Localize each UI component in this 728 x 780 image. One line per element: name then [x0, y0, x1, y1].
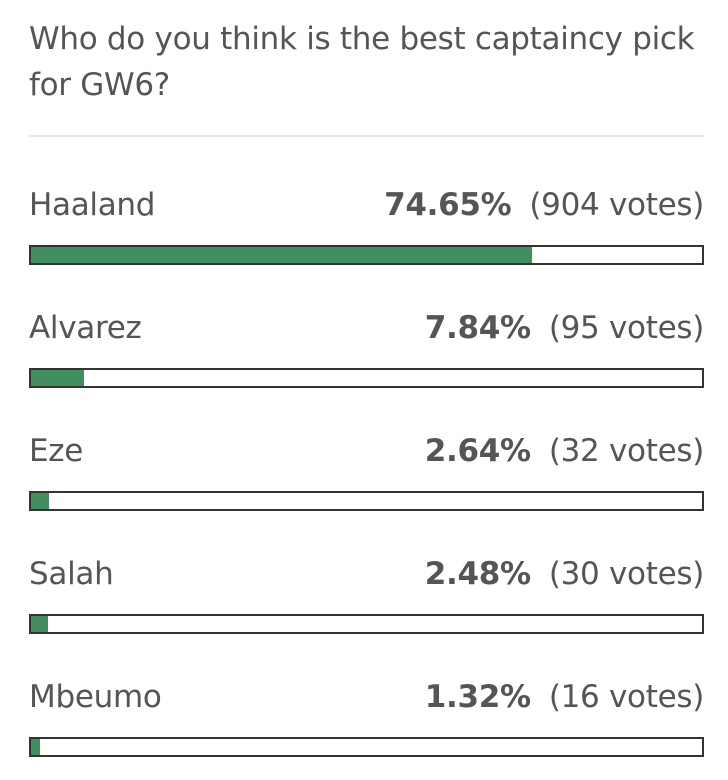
option-name: Eze: [29, 433, 84, 469]
poll-option-alvarez: Alvarez 7.84% (95 votes): [29, 308, 704, 408]
option-stats: 2.48% (30 votes): [424, 554, 705, 594]
option-votes: (16 votes): [548, 679, 704, 715]
option-percent: 2.48%: [424, 556, 531, 592]
poll-option-eze: Eze 2.64% (32 votes): [29, 431, 704, 531]
result-bar: [29, 491, 704, 511]
option-name: Alvarez: [29, 310, 142, 346]
poll-option-salah: Salah 2.48% (30 votes): [29, 554, 704, 654]
result-bar-fill: [31, 247, 532, 263]
option-percent: 7.84%: [424, 310, 531, 346]
result-bar: [29, 368, 704, 388]
result-bar: [29, 245, 704, 265]
result-bar-fill: [31, 370, 84, 386]
divider: [29, 135, 704, 137]
option-percent: 2.64%: [424, 433, 531, 469]
result-bar-fill: [31, 739, 40, 755]
poll-option-mbeumo: Mbeumo 1.32% (16 votes): [29, 677, 704, 777]
result-bar: [29, 737, 704, 757]
option-votes: (95 votes): [548, 310, 704, 346]
poll-question: Who do you think is the best captaincy p…: [29, 21, 695, 103]
result-bar-fill: [31, 616, 48, 632]
option-votes: (904 votes): [529, 187, 704, 223]
option-stats: 74.65% (904 votes): [384, 185, 704, 225]
poll-option-haaland: Haaland 74.65% (904 votes): [29, 185, 704, 285]
option-name: Mbeumo: [29, 679, 162, 715]
result-bar-fill: [31, 493, 49, 509]
option-percent: 1.32%: [424, 679, 531, 715]
option-stats: 2.64% (32 votes): [424, 431, 705, 471]
option-stats: 1.32% (16 votes): [424, 677, 705, 717]
option-stats: 7.84% (95 votes): [424, 308, 705, 348]
option-name: Salah: [29, 556, 114, 592]
result-bar: [29, 614, 704, 634]
option-votes: (32 votes): [548, 433, 704, 469]
option-votes: (30 votes): [548, 556, 704, 592]
option-percent: 74.65%: [384, 187, 512, 223]
option-name: Haaland: [29, 187, 156, 223]
